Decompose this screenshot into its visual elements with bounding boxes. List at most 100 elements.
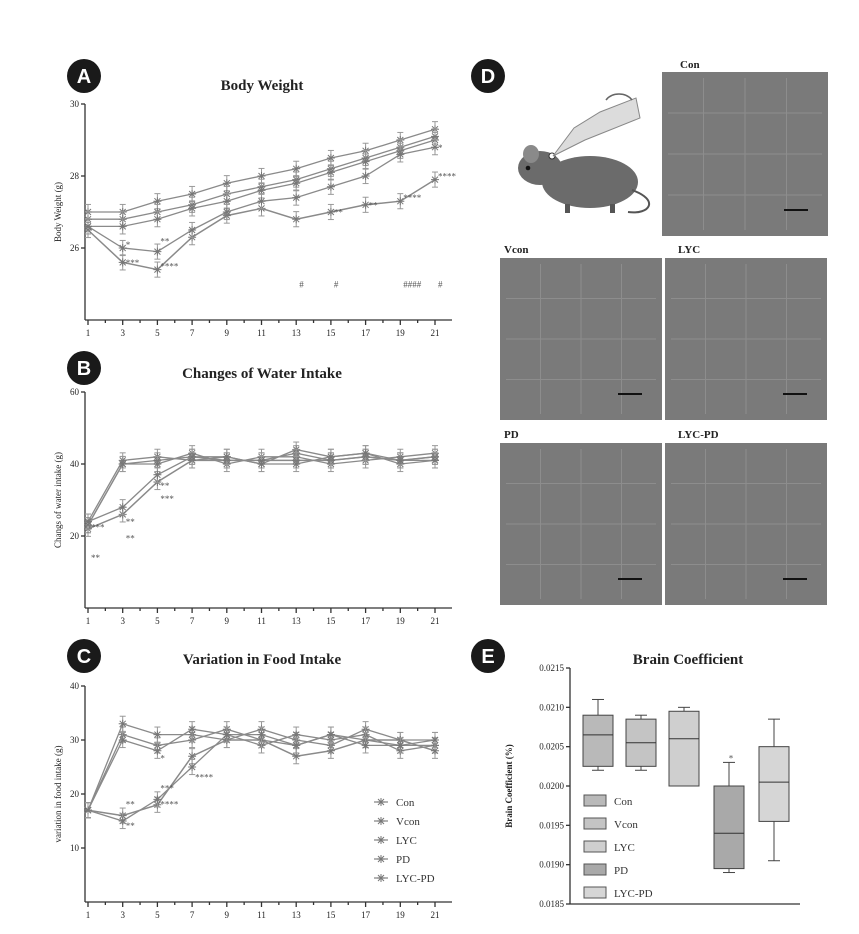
series-marker-lyc bbox=[188, 725, 196, 733]
significance-label: # bbox=[334, 280, 339, 290]
x-tick-label: 7 bbox=[190, 910, 195, 920]
x-tick-label: 19 bbox=[396, 910, 406, 920]
significance-label: ** bbox=[160, 236, 170, 246]
svg-text:D: D bbox=[481, 66, 495, 88]
box-body bbox=[759, 747, 789, 822]
significance-label: #### bbox=[403, 280, 422, 290]
x-tick-label: 3 bbox=[120, 328, 125, 338]
panel-badge-e: E bbox=[471, 639, 505, 673]
series-marker-lyc-pd bbox=[119, 503, 127, 511]
series-marker-lyc-pd bbox=[396, 456, 404, 464]
series-marker-lyc-pd bbox=[362, 172, 370, 180]
x-tick-label: 9 bbox=[225, 328, 230, 338]
series-marker-lyc-pd bbox=[188, 763, 196, 771]
box-lyc-pd bbox=[759, 719, 789, 861]
micrograph-label: PD bbox=[504, 429, 519, 441]
x-tick-label: 19 bbox=[396, 328, 406, 338]
series-marker-lyc bbox=[292, 179, 300, 187]
series-marker-lyc bbox=[119, 460, 127, 468]
x-tick-label: 21 bbox=[431, 328, 440, 338]
series-marker-lyc-pd bbox=[153, 248, 161, 256]
x-tick-label: 9 bbox=[225, 616, 230, 626]
mouse-illustration bbox=[518, 94, 649, 213]
legend-item: LYC bbox=[584, 841, 635, 854]
series-marker-lyc bbox=[119, 222, 127, 230]
series-marker-con bbox=[377, 798, 385, 806]
series-marker-pd bbox=[377, 855, 385, 863]
x-tick-label: 19 bbox=[396, 616, 406, 626]
series-lyc-pd bbox=[84, 727, 439, 829]
box-con bbox=[583, 699, 613, 770]
series-marker-lyc-pd bbox=[396, 741, 404, 749]
significance-label: *** bbox=[126, 258, 140, 268]
x-tick-label: 5 bbox=[155, 910, 160, 920]
y-tick-label: 0.0195 bbox=[539, 820, 564, 830]
series-marker-lyc-pd bbox=[258, 731, 266, 739]
x-tick-label: 9 bbox=[225, 910, 230, 920]
series-marker-lyc-pd bbox=[258, 197, 266, 205]
x-tick-label: 15 bbox=[326, 616, 336, 626]
x-tick-label: 17 bbox=[361, 616, 371, 626]
significance-label: * bbox=[729, 753, 734, 763]
x-tick-label: 21 bbox=[431, 910, 440, 920]
significance-label: *** bbox=[160, 783, 174, 793]
significance-label: # bbox=[438, 280, 443, 290]
significance-label: ** bbox=[126, 533, 136, 543]
y-axis-label: Body Weight (g) bbox=[53, 182, 63, 242]
series-marker-lyc-pd bbox=[292, 194, 300, 202]
x-tick-label: 1 bbox=[86, 328, 91, 338]
series-marker-lyc-pd bbox=[223, 453, 231, 461]
significance-label: ** bbox=[334, 208, 344, 218]
x-tick-label: 13 bbox=[292, 328, 302, 338]
panel-badge-d: D bbox=[471, 59, 505, 93]
significance-label: ** bbox=[126, 821, 136, 831]
legend-swatch bbox=[584, 864, 606, 875]
chart-title: Variation in Food Intake bbox=[183, 652, 342, 668]
x-tick-label: 5 bbox=[155, 328, 160, 338]
significance-label: *** bbox=[91, 523, 105, 533]
x-tick-label: 15 bbox=[326, 328, 336, 338]
x-tick-label: 3 bbox=[120, 910, 125, 920]
x-tick-label: 17 bbox=[361, 910, 371, 920]
y-tick-label: 26 bbox=[70, 243, 80, 253]
x-tick-label: 17 bbox=[361, 328, 371, 338]
legend-label: Vcon bbox=[396, 816, 420, 828]
panel-badge-b: B bbox=[67, 351, 101, 385]
series-lyc-pd bbox=[84, 140, 439, 260]
significance-label: **** bbox=[438, 172, 457, 182]
series-lyc bbox=[84, 132, 439, 234]
x-tick-label: 1 bbox=[86, 616, 91, 626]
significance-label: *** bbox=[160, 494, 174, 504]
chart-a: Body Weight26283013579111315171921Body W… bbox=[53, 78, 457, 338]
chart-b: Changes of Water Intake20406013579111315… bbox=[53, 366, 452, 626]
legend-swatch bbox=[584, 841, 606, 852]
series-marker-lyc-pd bbox=[258, 460, 266, 468]
y-tick-label: 60 bbox=[70, 387, 80, 397]
y-tick-label: 20 bbox=[70, 789, 80, 799]
micrograph-label: Vcon bbox=[504, 244, 528, 256]
series-marker-lyc-pd bbox=[431, 736, 439, 744]
x-tick-label: 21 bbox=[431, 616, 440, 626]
x-tick-label: 5 bbox=[155, 616, 160, 626]
legend: ConVconLYCPDLYC-PD bbox=[374, 797, 435, 885]
series-marker-lyc-pd bbox=[153, 471, 161, 479]
box-lyc bbox=[669, 707, 699, 786]
series-marker-lyc-pd bbox=[292, 741, 300, 749]
y-tick-label: 0.0200 bbox=[539, 781, 564, 791]
y-tick-label: 0.0210 bbox=[539, 702, 564, 712]
legend-item: Vcon bbox=[374, 816, 420, 828]
box-body bbox=[714, 786, 744, 869]
x-tick-label: 13 bbox=[292, 910, 302, 920]
legend-item: LYC-PD bbox=[584, 887, 653, 900]
x-tick-label: 3 bbox=[120, 616, 125, 626]
micrograph-vcon: Vcon bbox=[500, 244, 662, 420]
significance-label: **** bbox=[160, 262, 179, 272]
chart-e: Brain Coefficient0.01850.01900.01950.020… bbox=[504, 652, 800, 909]
series-marker-lyc-pd bbox=[188, 226, 196, 234]
significance-label: **** bbox=[403, 193, 422, 203]
legend-item: PD bbox=[584, 864, 628, 877]
legend-label: Vcon bbox=[614, 819, 638, 831]
series-marker-lyc-pd bbox=[327, 731, 335, 739]
svg-text:A: A bbox=[77, 66, 91, 88]
